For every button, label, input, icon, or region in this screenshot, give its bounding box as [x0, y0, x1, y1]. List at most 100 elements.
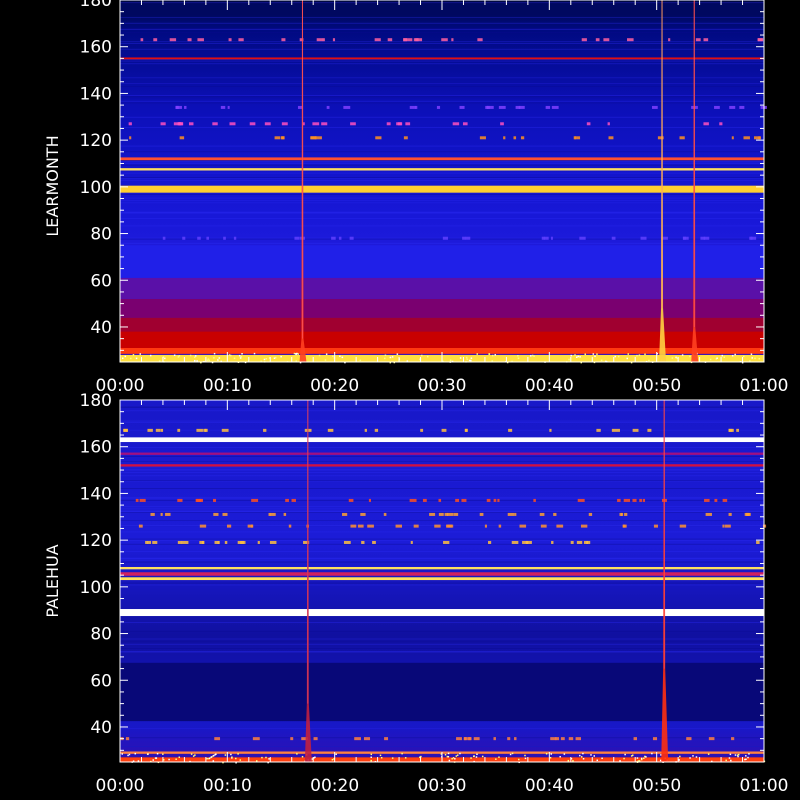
speckle [350, 524, 357, 528]
noise-speckle [239, 357, 242, 359]
speckle [533, 498, 536, 502]
speckle [182, 236, 186, 240]
noise-speckle [426, 355, 429, 358]
noise-speckle [734, 353, 736, 356]
speckle [452, 122, 460, 126]
noise-speckle [451, 757, 453, 760]
speckle [303, 540, 310, 544]
speckle [384, 737, 389, 741]
speckle [511, 540, 519, 544]
x-tick-label: 00:10 [203, 376, 252, 396]
speckle [497, 498, 500, 502]
noise-speckle [370, 756, 372, 759]
noise-speckle [470, 359, 472, 362]
y-tick-label: 120 [80, 531, 112, 551]
noise-speckle [130, 357, 132, 360]
speckle [160, 122, 166, 126]
speckle [611, 428, 614, 432]
speckle [608, 136, 614, 140]
speckle [327, 428, 334, 432]
speckle [623, 498, 631, 502]
noise-speckle [596, 759, 599, 762]
noise-speckle [644, 353, 646, 356]
noise-speckle [261, 756, 263, 759]
noise-speckle [481, 755, 484, 758]
y-tick-label: 100 [80, 578, 112, 598]
speckle [518, 105, 525, 109]
speckle [199, 524, 207, 528]
noise-speckle [280, 355, 282, 358]
y-tick-label: 160 [80, 438, 112, 458]
noise-speckle [524, 757, 527, 760]
noise-speckle [155, 757, 158, 759]
y-tick-label: 40 [90, 318, 112, 338]
speckle [545, 105, 551, 109]
noise-speckle [222, 761, 224, 764]
speckle [703, 236, 710, 240]
speckle [438, 512, 444, 516]
speckle [633, 737, 637, 741]
speckle [409, 498, 417, 502]
speckle [640, 236, 647, 240]
speckle [560, 737, 565, 741]
speckle [586, 540, 591, 544]
emission-band [120, 437, 764, 443]
speckle [368, 498, 371, 502]
noise-speckle [656, 352, 658, 355]
noise-speckle [149, 354, 152, 357]
noise-speckle [748, 753, 750, 755]
noise-speckle [207, 358, 210, 360]
burst-spike [304, 400, 312, 762]
speckle [410, 540, 413, 544]
speckle [708, 737, 715, 741]
speckle [213, 512, 219, 516]
noise-speckle [152, 759, 154, 761]
noise-speckle [391, 356, 394, 358]
speckle [488, 540, 492, 544]
speckle [160, 512, 163, 516]
noise-speckle [213, 357, 215, 359]
noise-speckle [389, 356, 392, 359]
y-tick-label: 120 [80, 131, 112, 151]
speckle [704, 498, 710, 502]
speckle [668, 38, 671, 42]
speckle [214, 737, 221, 741]
noise-speckle [563, 753, 566, 755]
speckle [595, 38, 600, 42]
noise-speckle [574, 354, 576, 356]
noise-speckle [459, 752, 461, 755]
noise-speckle [132, 760, 135, 762]
speckle [301, 737, 308, 741]
noise-speckle [333, 758, 335, 760]
speckle [577, 498, 585, 502]
speckle [522, 540, 529, 544]
speckle [139, 498, 146, 502]
speckle [281, 38, 286, 42]
speckle [714, 498, 718, 502]
emission-band [120, 298, 764, 318]
noise-speckle [448, 759, 451, 762]
x-tick-label: 00:10 [203, 776, 252, 796]
speckle [486, 498, 491, 502]
noise-speckle [630, 361, 633, 364]
speckle [447, 512, 454, 516]
speckle [444, 512, 449, 516]
speckle [679, 524, 687, 528]
speckle [705, 512, 712, 516]
speckle [498, 105, 506, 109]
noise-speckle [421, 354, 423, 357]
speckle [581, 38, 587, 42]
speckle [736, 428, 739, 432]
noise-speckle [263, 358, 266, 361]
speckle [543, 236, 549, 240]
noise-speckle [511, 752, 514, 755]
speckle [415, 105, 418, 109]
speckle [177, 428, 181, 432]
noise-speckle [745, 755, 747, 757]
noise-speckle [559, 755, 561, 758]
noise-speckle [265, 756, 267, 759]
noise-speckle [314, 756, 316, 759]
speckle [576, 540, 583, 544]
speckle [221, 428, 229, 432]
noise-speckle [224, 754, 227, 756]
